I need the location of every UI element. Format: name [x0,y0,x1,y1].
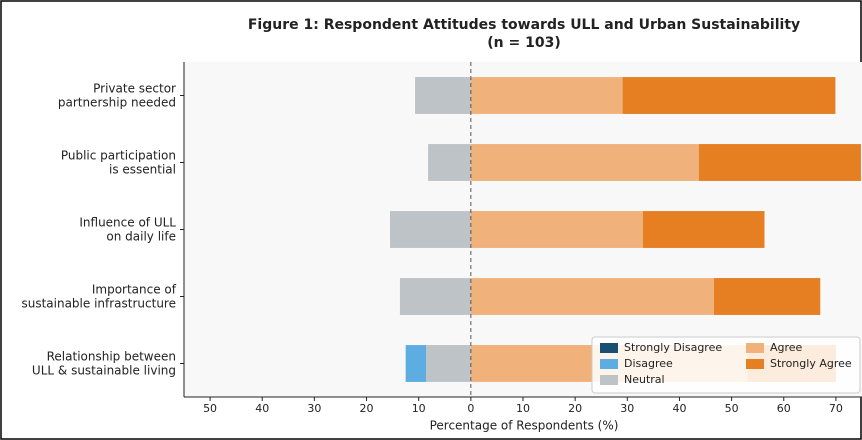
y-tick-label-line: Relationship between [47,349,176,363]
legend-label: Strongly Disagree [624,341,722,354]
x-axis-label: Percentage of Respondents (%) [430,419,619,433]
bar-segment [428,144,471,181]
legend-swatch [600,343,618,353]
x-tick-label: 10 [516,402,530,415]
x-tick-label: 50 [725,402,739,415]
bar-segment [470,77,623,114]
x-tick-label: 20 [360,402,374,415]
y-tick-label: Importance of sustainable infrastructure [21,282,176,310]
x-tick-label: 30 [307,402,321,415]
legend-swatch [746,343,764,353]
x-tick-label: 40 [672,402,686,415]
y-tick-label-line: Public participation [61,148,176,162]
x-tick-label: 10 [412,402,426,415]
y-tick-label-line: sustainable infrastructure [21,296,176,310]
bar-segment [399,278,471,315]
legend-swatch [600,375,618,385]
x-tick-label: 50 [203,402,217,415]
chart-title: Figure 1: Respondent Attitudes towards U… [248,17,800,33]
bar-segment [390,211,471,248]
bar-segment [405,345,426,382]
legend-label: Agree [770,341,803,354]
chart-subtitle: (n = 103) [487,35,560,51]
legend-swatch [746,359,764,369]
x-tick-label: 0 [467,402,474,415]
bar-segment [622,77,836,114]
bar-segment [425,345,471,382]
bar-segment [415,77,471,114]
legend-label: Neutral [624,373,665,386]
bar-segment [470,144,699,181]
y-tick-label-line: partnership needed [58,95,176,109]
y-tick-label: Relationship between ULL & sustainable li… [32,349,176,377]
y-tick-label: Influence of ULL on daily life [79,215,176,243]
x-tick-label: 20 [568,402,582,415]
y-tick-label: Public participation is essential [61,148,176,176]
x-tick-label: 70 [829,402,843,415]
bar-segment [713,278,821,315]
x-tick-label: 60 [777,402,791,415]
y-tick-label-line: on daily life [106,229,176,243]
bar-segment [470,278,714,315]
y-tick-label-line: Influence of ULL [79,215,176,229]
y-tick-label-line: Importance of [92,282,177,296]
y-tick-label-line: is essential [109,162,176,176]
x-tick-label: 30 [620,402,634,415]
y-tick-label: Private sector partnership needed [58,81,176,109]
legend-label: Disagree [624,357,673,370]
legend-swatch [600,359,618,369]
x-tick-label: 40 [255,402,269,415]
legend-label: Strongly Agree [770,357,852,370]
y-tick-label-line: Private sector [93,81,176,95]
bar-segment [642,211,765,248]
bar-segment [470,211,643,248]
y-tick-label-line: ULL & sustainable living [32,363,176,377]
bar-segment [698,144,861,181]
legend-box [591,336,861,394]
